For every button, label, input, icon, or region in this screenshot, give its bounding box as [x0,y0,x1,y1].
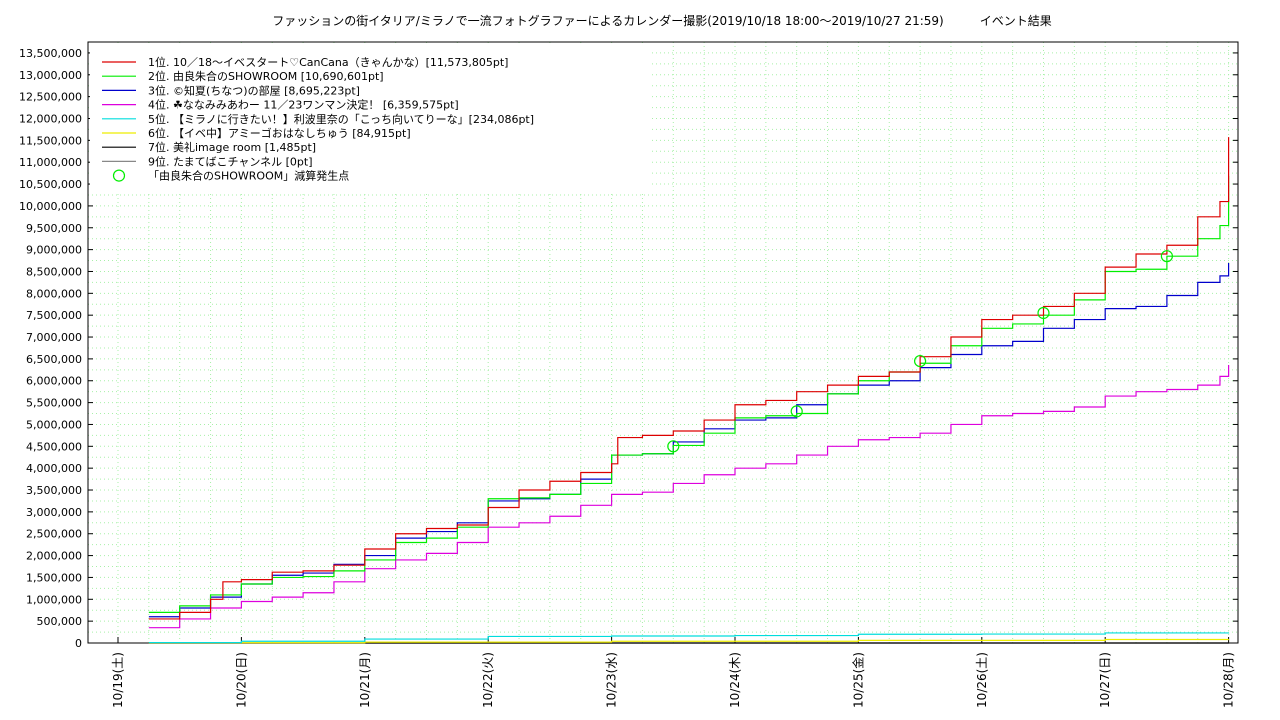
x-tick-label: 10/28(月) [1222,652,1236,708]
chart-title: ファッションの街イタリア/ミラノで一流フォトグラファーによるカレンダー撮影(20… [272,13,1051,28]
marker-point [1160,250,1174,263]
y-tick-label: 2,500,000 [26,528,82,541]
y-tick-label: 10,000,000 [19,200,82,213]
y-tick-label: 6,000,000 [26,375,82,388]
y-tick-label: 12,000,000 [19,112,82,125]
y-tick-label: 13,000,000 [19,69,82,82]
legend: 1位. 10／18～イベスタート♡CanCana（きゃんかな）[11,573,8… [90,44,650,194]
y-axis: 0 500,000 1,000,000 1,500,000 2,000,000 2,500… [19,47,1238,650]
y-tick-label: 1,000,000 [26,593,82,606]
legend-label: 3位. ©知夏(ちなつ)の部屋 [8,695,223pt] [148,83,360,97]
y-tick-label: 3,000,000 [26,506,82,519]
x-tick-label: 10/27(日) [1098,652,1112,708]
series-line [148,137,1230,620]
x-tick-label: 10/22(火) [481,652,495,708]
y-tick-label: 5,000,000 [26,418,82,431]
y-tick-label: 7,000,000 [26,331,82,344]
y-tick-label: 9,500,000 [26,222,82,235]
y-tick-label: 1,500,000 [26,571,82,584]
y-tick-label: 500,000 [37,615,83,628]
series-line [148,365,1230,629]
y-tick-label: 13,500,000 [19,47,82,60]
legend-label: 5位. 【ミラノに行きたい！】利波里奈の「こっち向いてりーな」[234,086p… [148,112,534,126]
x-axis: 10/19(土) 10/20(日) 10/21(月) 10/22(火) 10/23(水)… [111,637,1236,708]
y-tick-label: 2,000,000 [26,550,82,563]
y-tick-label: 8,500,000 [26,265,82,278]
x-tick-label: 10/26(土) [975,652,989,708]
y-tick-label: 12,500,000 [19,91,82,104]
x-tick-label: 10/23(水) [605,652,619,708]
series-line [148,175,1230,614]
x-tick-label: 10/20(日) [234,652,248,708]
legend-marker-swatch [112,169,126,182]
legend-label: 7位. 美礼image room [1,485pt] [148,140,316,154]
series-line [148,262,1230,618]
legend-label: 6位. 【イベ中】アミーゴおはなしちゅう [84,915pt] [148,126,411,140]
y-tick-label: 7,500,000 [26,309,82,322]
legend-label: 2位. 由良朱合のSHOWROOM [10,690,601pt] [148,69,384,83]
y-tick-label: 4,000,000 [26,462,82,475]
marker-point [790,405,803,418]
legend-box [90,44,650,194]
legend-marker-label: 「由良朱合のSHOWROOM」減算発生点 [148,169,349,183]
marker-point [1037,306,1050,320]
y-tick-label: 5,500,000 [26,397,82,410]
y-tick-label: 8,000,000 [26,287,82,300]
x-tick-label: 10/24(木) [728,652,742,708]
legend-label: 4位. ☘ななみみあわー 11／23ワンマン決定！ [6,359,575pt] [148,98,459,112]
y-tick-label: 6,500,000 [26,353,82,366]
y-tick-label: 9,000,000 [26,244,82,257]
y-tick-label: 3,500,000 [26,484,82,497]
y-tick-label: 10,500,000 [19,178,82,191]
marker-point [667,440,680,453]
legend-label: 9位. たまてばこチャンネル [0pt] [148,154,313,168]
x-tick-label: 10/19(土) [111,652,125,708]
series-group [148,137,1230,644]
series-line [148,638,1230,644]
series-line [148,632,1230,644]
y-tick-label: 4,500,000 [26,440,82,453]
legend-label: 1位. 10／18～イベスタート♡CanCana（きゃんかな）[11,573,8… [148,55,508,69]
marker-point [913,354,927,368]
x-tick-label: 10/21(月) [358,652,372,708]
marker-group [667,250,1174,453]
y-tick-label: 0 [75,637,82,650]
y-tick-label: 11,500,000 [19,134,82,147]
x-tick-label: 10/25(金) [850,652,865,708]
y-tick-label: 11,000,000 [19,156,82,169]
